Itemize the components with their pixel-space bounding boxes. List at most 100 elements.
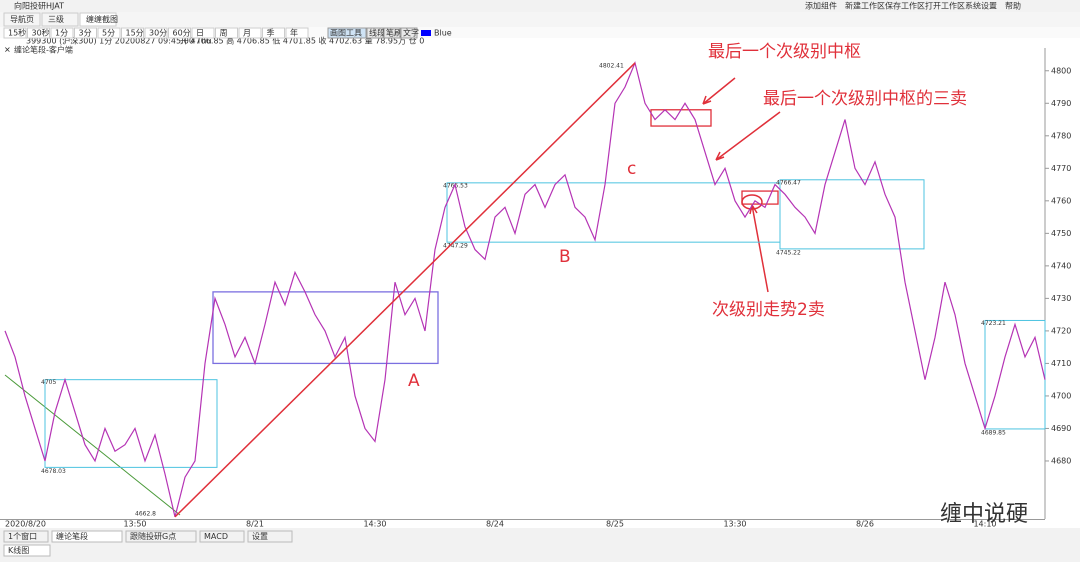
tab[interactable] [3, 12, 41, 27]
zhongshu-box [984, 319, 1046, 430]
period-button[interactable] [27, 27, 50, 39]
status-label[interactable]: MACD [204, 532, 228, 541]
menu-item[interactable]: 打开工作区 [925, 1, 965, 11]
high-label: 4802.41 [599, 62, 624, 69]
status-label[interactable]: 1个窗口 [8, 531, 37, 541]
view-tab[interactable] [3, 544, 51, 557]
tab-label[interactable]: 缠缠截图 [86, 14, 118, 24]
zhongshu-box [44, 379, 218, 468]
tab[interactable] [79, 12, 117, 27]
y-tick-label: 4700 [1051, 391, 1071, 400]
color-swatch[interactable] [421, 30, 431, 36]
y-tick-label: 4800 [1051, 66, 1071, 75]
period-button[interactable] [74, 27, 97, 39]
x-tick-label: 13:50 [123, 520, 146, 529]
period-button[interactable] [3, 27, 27, 39]
period-label[interactable]: 15分 [126, 29, 144, 38]
status-button[interactable] [247, 530, 293, 543]
period-label[interactable]: 60分 [173, 29, 191, 38]
period-label[interactable]: 月 [243, 29, 251, 38]
status-label[interactable]: 跟随投研G点 [130, 531, 176, 541]
menu-item[interactable]: 添加组件 [805, 1, 837, 11]
zhongshu-low: 4747.29 [443, 243, 468, 250]
period-button[interactable] [191, 27, 215, 39]
status-label[interactable]: 缠论笔段 [56, 531, 88, 541]
zhongshu-box [779, 179, 925, 250]
status-button[interactable] [125, 530, 197, 543]
period-button[interactable] [215, 27, 238, 39]
tool-button[interactable] [366, 27, 384, 39]
menu-item[interactable]: 系统设置 [965, 1, 997, 11]
menu-item[interactable]: 新建工作区 [845, 1, 885, 11]
menu-item[interactable]: 帮助 [1005, 1, 1021, 11]
tab-label[interactable]: 三级 [48, 14, 64, 24]
trend-line [4, 374, 181, 516]
period-label[interactable]: 30分 [149, 29, 167, 38]
tool-button[interactable] [383, 27, 401, 39]
y-tick-label: 4770 [1051, 164, 1071, 173]
tool-label[interactable]: 线段 [369, 28, 385, 38]
period-button[interactable] [121, 27, 144, 39]
zhongshu-low: 4689.85 [981, 429, 1006, 436]
period-label[interactable]: 30秒 [32, 28, 50, 38]
period-button[interactable] [238, 27, 262, 39]
period-button[interactable] [144, 27, 168, 39]
price-line [4, 61, 1046, 518]
arrows [702, 77, 781, 293]
x-tick-label: 8/21 [246, 520, 264, 529]
period-label[interactable]: 5分 [102, 29, 115, 38]
status-button[interactable] [3, 530, 49, 543]
y-tick-label: 4750 [1051, 229, 1071, 238]
period-button[interactable] [285, 27, 309, 39]
y-tick-label: 4760 [1051, 196, 1071, 205]
period-button[interactable] [97, 27, 121, 39]
x-tick-label: 8/26 [856, 520, 874, 529]
period-label[interactable]: 周 [220, 29, 228, 38]
quote: 开 4706.85 高 4706.85 低 4701.85 收 4702.63 … [180, 36, 424, 46]
x-tick-label: 8/24 [486, 520, 504, 529]
x-tick-label: 14:10 [973, 520, 996, 529]
period-button[interactable] [262, 27, 285, 39]
view-tab-label[interactable]: K线图 [8, 545, 29, 555]
zhongshu-low: 4745.22 [776, 249, 801, 256]
period-label[interactable]: 1分 [55, 29, 68, 38]
tool-button[interactable] [327, 27, 367, 39]
zhongshu-high: 4705 [41, 379, 56, 386]
zhongshu-box [446, 182, 781, 243]
tool-label[interactable]: 笔刷 [386, 28, 402, 38]
x-tick-label: 13:30 [723, 520, 746, 529]
annotation: c [627, 159, 636, 179]
y-tick-label: 4740 [1051, 261, 1071, 270]
tool-label[interactable]: 画图工具 [330, 29, 362, 38]
period-button[interactable] [50, 27, 74, 39]
status-button[interactable] [51, 530, 123, 543]
x-tick-label: 2020/8/20 [5, 520, 46, 529]
annotation: 次级别走势2卖 [712, 300, 825, 320]
status-button[interactable] [199, 530, 245, 543]
tool-label[interactable]: 文字 [403, 28, 419, 38]
menu-item[interactable]: 保存工作区 [885, 1, 925, 11]
annotation: B [559, 247, 571, 267]
tab-bar [0, 12, 1080, 27]
tab-label[interactable]: 导航页 [10, 14, 34, 24]
y-tick-label: 4730 [1051, 294, 1071, 303]
title-bar [0, 0, 1080, 12]
zhongshu-low: 4678.03 [41, 468, 66, 475]
tool-button[interactable] [400, 27, 418, 39]
trend-stroke [174, 62, 636, 518]
y-tick-label: 4710 [1051, 359, 1071, 368]
box [650, 109, 712, 127]
period-label[interactable]: 季 [267, 28, 275, 38]
period-label[interactable]: 年 [290, 28, 298, 38]
color-select[interactable]: Blue [434, 29, 452, 38]
period-button[interactable] [168, 27, 191, 39]
close-icon[interactable]: ✕ [4, 46, 11, 55]
tab[interactable] [41, 12, 79, 27]
status-label[interactable]: 设置 [252, 531, 268, 541]
period-label[interactable]: 日 [196, 29, 204, 38]
x-tick-label: 8/25 [606, 520, 624, 529]
period-label[interactable]: 3分 [79, 29, 92, 38]
period-label[interactable]: 15秒 [8, 28, 26, 38]
x-tick-label: 14:30 [363, 520, 386, 529]
symbol: 399300 (沪深300) 1分 20200827 09:45:00 Thu [26, 36, 212, 46]
